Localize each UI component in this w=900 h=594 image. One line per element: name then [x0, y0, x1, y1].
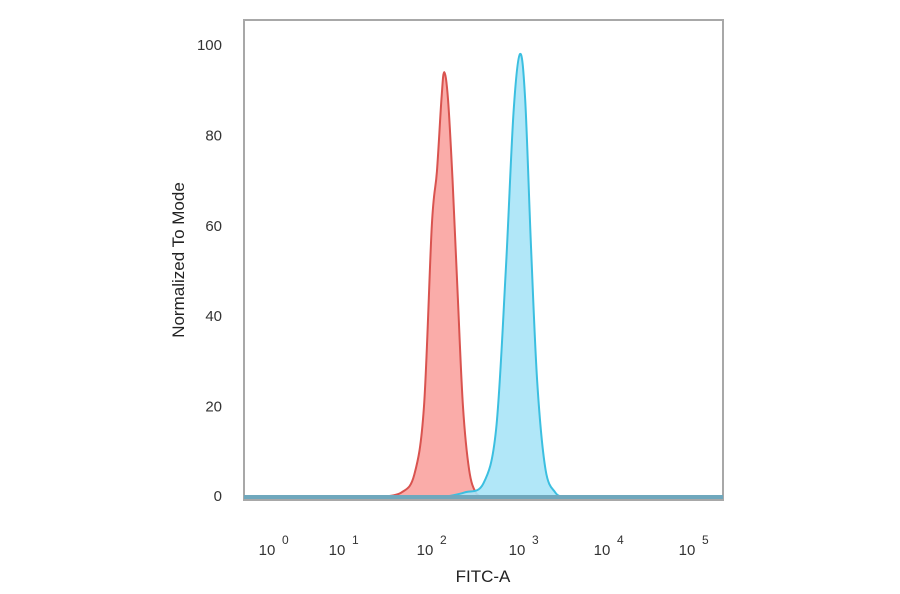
y-tick-label: 20: [205, 399, 222, 416]
series-outline-0: [381, 71, 484, 498]
x-tick-exponent: 5: [702, 533, 709, 547]
x-tick-label: 10: [329, 542, 346, 559]
y-tick-label: 100: [197, 37, 222, 54]
y-axis-ticks: 0 20 40 60 80 100: [197, 37, 222, 505]
plot-area: [243, 19, 724, 501]
series-fill-0: [381, 72, 484, 498]
y-axis-title: Normalized To Mode: [169, 182, 188, 338]
y-tick-label: 60: [205, 218, 222, 235]
y-tick-label: 80: [205, 127, 222, 144]
x-tick-label: 10: [594, 542, 611, 559]
series-outline-1: [443, 53, 564, 498]
x-tick-label: 10: [509, 542, 526, 559]
series-layer: [381, 53, 564, 498]
x-tick-label: 10: [259, 542, 276, 559]
x-axis-ticks: 10 0 10 1 10 2 10 3 10 4 10 5: [259, 533, 709, 559]
y-tick-label: 0: [214, 488, 222, 505]
x-tick-label: 10: [679, 542, 696, 559]
y-tick-label: 40: [205, 308, 222, 325]
x-tick-exponent: 3: [532, 533, 539, 547]
x-tick-exponent: 1: [352, 533, 359, 547]
x-tick-exponent: 0: [282, 533, 289, 547]
series-fill-1: [444, 53, 563, 498]
x-tick-exponent: 4: [617, 533, 624, 547]
x-axis-title: FITC-A: [456, 567, 511, 586]
x-tick-label: 10: [417, 542, 434, 559]
x-tick-exponent: 2: [440, 533, 447, 547]
